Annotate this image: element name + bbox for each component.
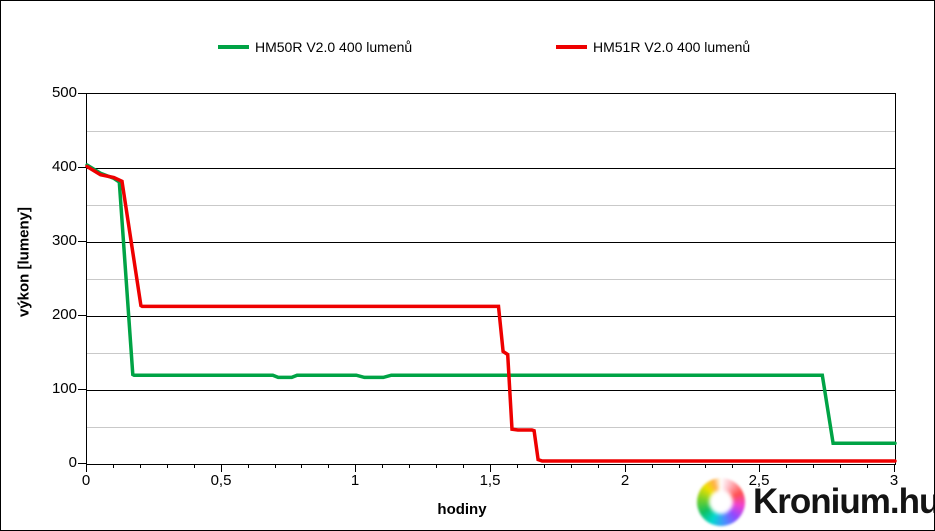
x-major-tick-0.0 [86,464,87,472]
x-minor-tick-1.4 [463,464,464,468]
plot-area [85,93,897,465]
x-tick-label-0: 0 [81,472,91,489]
y-tick-label-500: 500 [51,84,77,101]
x-minor-tick-1.9 [598,464,599,468]
x-minor-tick-1.1 [382,464,383,468]
x-tick-label-3: 3 [889,472,899,489]
major-gridline-y300 [87,242,895,243]
minor-gridline-y50 [87,427,895,428]
x-minor-tick-2.2 [679,464,680,468]
kronium-watermark: Kronium.hu [697,478,935,526]
minor-gridline-y250 [87,279,895,280]
x-minor-tick-0.9 [328,464,329,468]
ring-hole [709,490,733,514]
y-tick-100 [78,389,86,390]
x-major-tick-2.5 [759,464,760,472]
y-tick-400 [78,167,86,168]
series-line-1 [85,164,897,463]
x-minor-tick-0.2 [140,464,141,468]
x-minor-tick-1.2 [409,464,410,468]
x-minor-tick-2.3 [705,464,706,468]
series-line-0 [85,163,897,446]
y-tick-label-400: 400 [51,158,77,175]
x-tick-label-2,5: 2,5 [748,472,770,489]
x-major-tick-1.5 [490,464,491,472]
major-gridline-y100 [87,390,895,391]
major-gridline-y200 [87,316,895,317]
y-tick-label-100: 100 [51,380,77,397]
x-tick-label-2: 2 [620,472,630,489]
x-minor-tick-2.1 [652,464,653,468]
x-minor-tick-1.3 [436,464,437,468]
y-tick-label-0: 0 [68,454,77,471]
series-layer [85,163,897,463]
y-tick-500 [78,93,86,94]
legend-line-green [218,45,249,49]
y-axis-title: výkon [lumeny] [15,206,33,318]
x-minor-tick-1.6 [517,464,518,468]
x-minor-tick-2.8 [840,464,841,468]
minor-gridline-y450 [87,131,895,132]
minor-gridline-y350 [87,205,895,206]
watermark-text: Kronium.hu [753,482,935,521]
x-minor-tick-0.4 [194,464,195,468]
x-major-tick-2.0 [625,464,626,472]
x-minor-tick-1.7 [544,464,545,468]
x-axis-title: hodiny [437,501,487,518]
x-minor-tick-0.1 [113,464,114,468]
x-major-tick-1.0 [355,464,356,472]
x-minor-tick-0.7 [275,464,276,468]
y-tick-0 [78,463,86,464]
x-tick-label-0,5: 0,5 [210,472,232,489]
x-major-tick-3.0 [894,464,895,472]
x-minor-tick-1.8 [571,464,572,468]
x-tick-label-1: 1 [350,472,360,489]
rainbow-ring-icon [697,478,745,526]
y-tick-200 [78,315,86,316]
legend-label: HM50R V2.0 400 lumenů [255,39,413,55]
legend-label: HM51R V2.0 400 lumenů [593,39,751,55]
x-minor-tick-2.9 [867,464,868,468]
x-minor-tick-0.3 [167,464,168,468]
major-gridline-y400 [87,168,895,169]
y-tick-label-300: 300 [51,232,77,249]
x-minor-tick-2.4 [732,464,733,468]
minor-gridline-y150 [87,353,895,354]
x-minor-tick-0.6 [248,464,249,468]
x-major-tick-0.5 [221,464,222,472]
x-tick-label-1,5: 1,5 [479,472,501,489]
y-tick-label-200: 200 [51,306,77,323]
y-tick-300 [78,241,86,242]
x-minor-tick-2.7 [813,464,814,468]
x-minor-tick-2.6 [786,464,787,468]
x-minor-tick-0.8 [301,464,302,468]
legend-line-red [556,45,587,49]
